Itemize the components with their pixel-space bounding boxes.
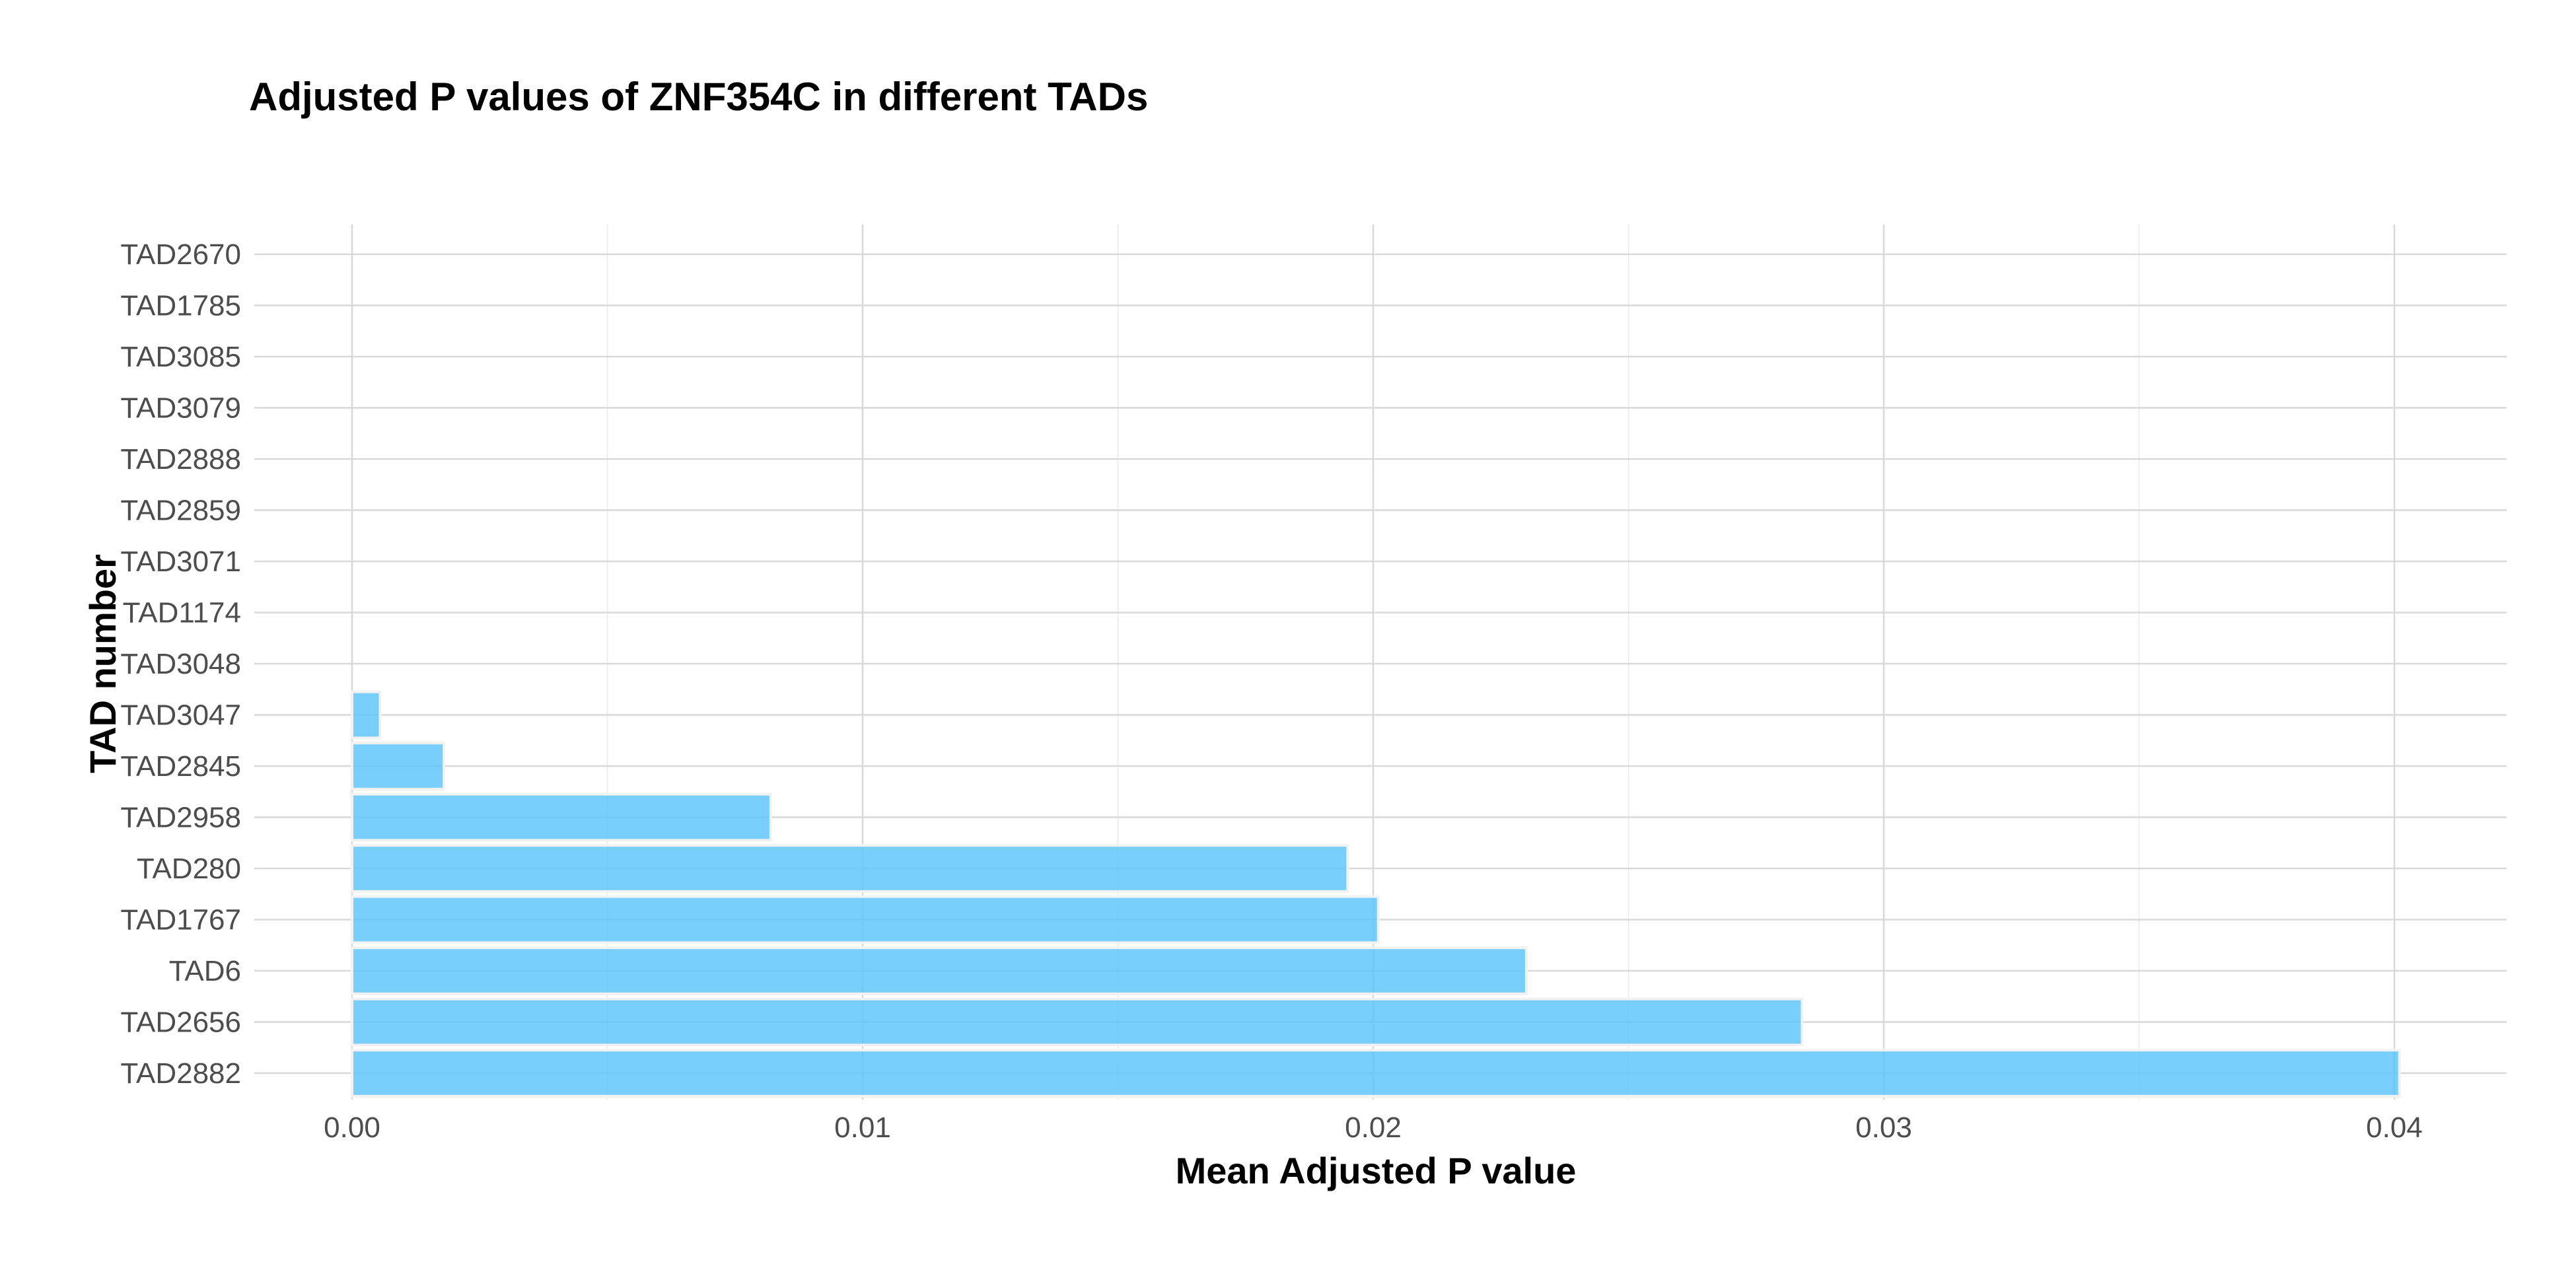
x-tick-label: 0.01 bbox=[834, 1111, 891, 1144]
y-tick-label: TAD2845 bbox=[120, 750, 241, 783]
y-tick-label: TAD2656 bbox=[120, 1006, 241, 1039]
bar-tad2656 bbox=[351, 997, 1804, 1047]
y-tick-label: TAD3048 bbox=[120, 648, 241, 680]
y-tick-label: TAD2859 bbox=[120, 495, 241, 527]
y-tick-label: TAD3079 bbox=[120, 392, 241, 425]
bars bbox=[351, 690, 2401, 1098]
y-tick-label: TAD2888 bbox=[120, 443, 241, 475]
bar-tad6 bbox=[351, 946, 1528, 995]
bar-tad280 bbox=[351, 844, 1349, 893]
y-tick-label: TAD1785 bbox=[120, 290, 241, 322]
x-tick-labels: 0.00 0.01 0.02 0.03 0.04 bbox=[324, 1111, 2423, 1144]
x-tick-label: 0.03 bbox=[1855, 1111, 1912, 1144]
chart-title: Adjusted P values of ZNF354C in differen… bbox=[249, 75, 1148, 119]
bar-tad1767 bbox=[351, 895, 1380, 944]
y-tick-label: TAD3085 bbox=[120, 341, 241, 373]
y-tick-label: TAD1174 bbox=[123, 597, 241, 629]
x-tick-label: 0.04 bbox=[2366, 1111, 2423, 1144]
y-tick-label: TAD3047 bbox=[120, 699, 241, 732]
y-tick-label: TAD3071 bbox=[120, 545, 241, 578]
y-tick-labels: TAD2882 TAD2656 TAD6 TAD1767 TAD280 TAD2958 TA… bbox=[120, 238, 241, 1090]
x-axis-label: Mean Adjusted P value bbox=[1176, 1150, 1577, 1191]
bar-tad2845 bbox=[351, 742, 446, 791]
bar-tad2958 bbox=[351, 792, 772, 842]
y-tick-label: TAD2670 bbox=[120, 238, 241, 271]
x-tick-label: 0.00 bbox=[324, 1111, 380, 1144]
bar-tad3047 bbox=[351, 690, 382, 740]
y-tick-label: TAD2958 bbox=[120, 802, 241, 834]
y-tick-label: TAD6 bbox=[169, 955, 241, 987]
bar-tad2882 bbox=[351, 1049, 2401, 1098]
y-axis-label: TAD number bbox=[82, 554, 124, 773]
y-tick-label: TAD1767 bbox=[120, 904, 241, 936]
x-tick-label: 0.02 bbox=[1345, 1111, 1402, 1144]
y-tick-label: TAD2882 bbox=[120, 1057, 241, 1090]
y-tick-label: TAD280 bbox=[137, 853, 241, 885]
